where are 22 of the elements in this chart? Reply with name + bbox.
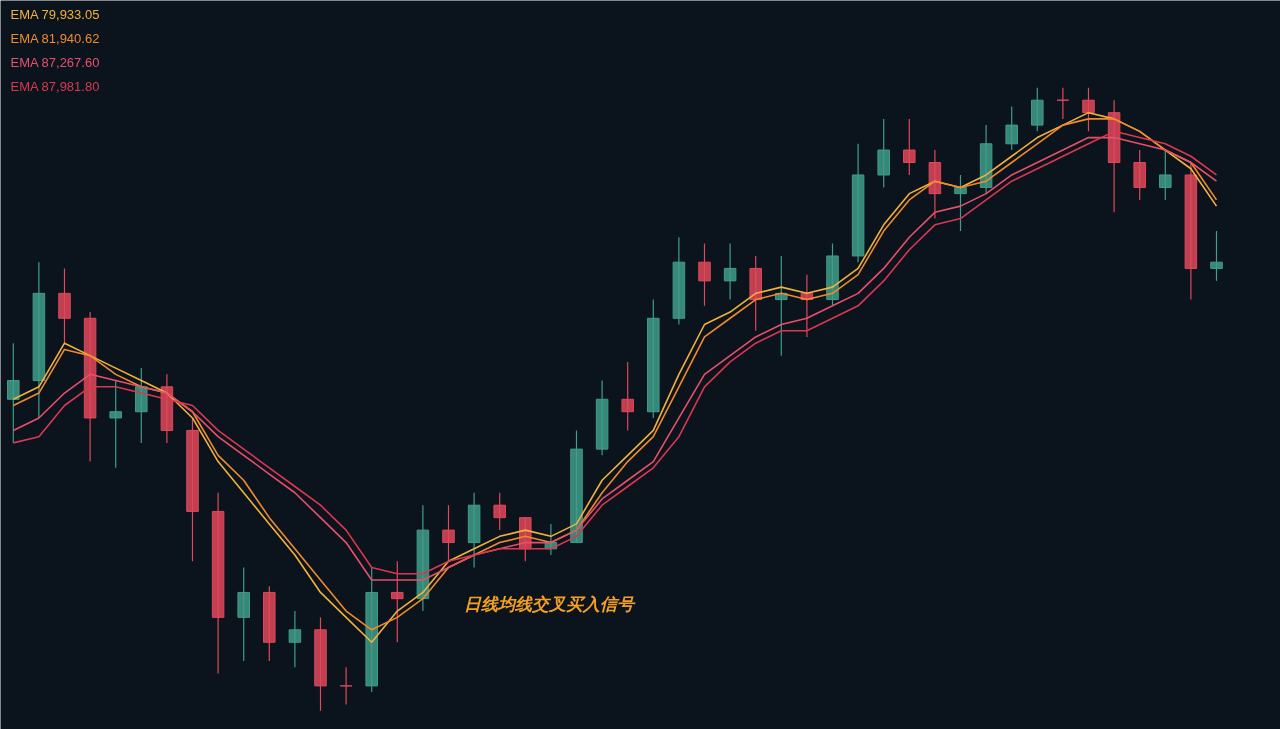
candlestick bbox=[621, 361, 634, 432]
candlestick bbox=[954, 174, 967, 232]
candlestick bbox=[723, 242, 737, 301]
candlestick bbox=[7, 342, 20, 444]
candlestick bbox=[1159, 149, 1172, 201]
candlestick bbox=[493, 492, 506, 531]
annotation: 日线均线交叉买入信号 bbox=[463, 593, 636, 614]
text: EMA 81,940.62 bbox=[10, 31, 100, 46]
candlestick bbox=[288, 610, 302, 668]
candlestick bbox=[1082, 87, 1095, 132]
candlestick bbox=[1005, 105, 1018, 151]
candlestick bbox=[1056, 87, 1070, 120]
candlestick bbox=[391, 560, 404, 643]
text: EMA 79,933.05 bbox=[10, 7, 100, 22]
candlestick bbox=[903, 118, 916, 176]
text: EMA 87,981.80 bbox=[10, 79, 100, 94]
candlestick bbox=[698, 242, 711, 307]
candlestick bbox=[109, 379, 122, 469]
candlestick bbox=[339, 666, 353, 706]
candlestick bbox=[442, 504, 455, 562]
text: EMA 87,267.60 bbox=[10, 55, 100, 70]
candlestick bbox=[1210, 230, 1223, 282]
